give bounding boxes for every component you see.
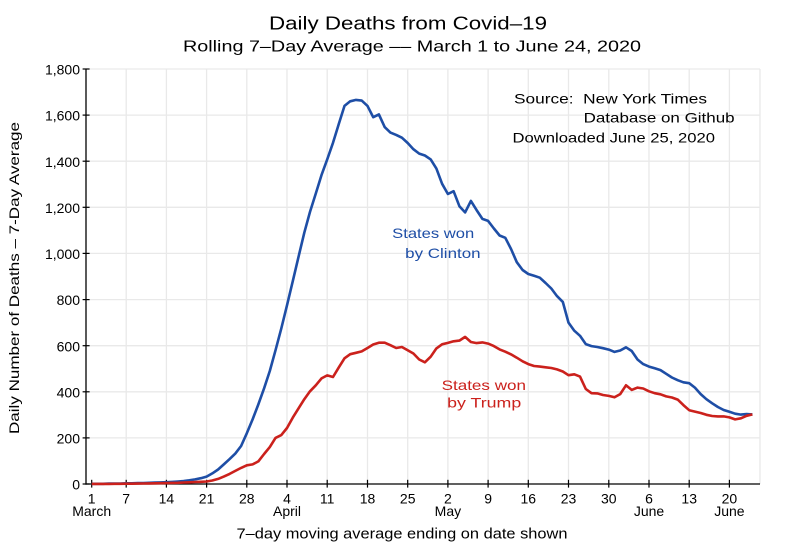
svg-text:June: June [634, 503, 665, 519]
svg-text:1,400: 1,400 [45, 154, 80, 170]
svg-text:1,000: 1,000 [45, 246, 80, 262]
svg-text:25: 25 [400, 491, 416, 507]
svg-text:20: 20 [722, 491, 738, 507]
svg-text:18: 18 [360, 491, 376, 507]
svg-text:23: 23 [561, 491, 577, 507]
svg-text:Daily Number of Deaths – 7-Day: Daily Number of Deaths – 7-Day Average [6, 122, 22, 434]
svg-text:9: 9 [484, 491, 492, 507]
svg-text:16: 16 [521, 491, 537, 507]
svg-text:1,800: 1,800 [45, 62, 80, 78]
svg-text:Daily Deaths from Covid–19: Daily Deaths from Covid–19 [269, 14, 547, 34]
svg-text:0: 0 [72, 477, 80, 493]
svg-text:7: 7 [122, 491, 130, 507]
svg-text:March: March [72, 503, 111, 519]
svg-text:21: 21 [199, 491, 215, 507]
svg-text:1,600: 1,600 [45, 108, 80, 124]
svg-text:200: 200 [57, 431, 81, 447]
svg-text:1,200: 1,200 [45, 200, 80, 216]
svg-text:600: 600 [57, 338, 81, 354]
svg-text:13: 13 [681, 491, 697, 507]
svg-text:28: 28 [239, 491, 255, 507]
svg-text:400: 400 [57, 384, 81, 400]
svg-text:11: 11 [320, 491, 335, 507]
svg-text:by Clinton: by Clinton [405, 245, 480, 261]
svg-text:States won: States won [392, 225, 474, 241]
svg-text:Source: New York Times: Source: New York Times [514, 91, 707, 107]
svg-text:States won: States won [442, 377, 526, 393]
svg-text:800: 800 [57, 292, 81, 308]
svg-text:30: 30 [601, 491, 617, 507]
svg-text:by Trump: by Trump [447, 395, 521, 411]
svg-text:7–day moving average ending on: 7–day moving average ending on date show… [237, 526, 568, 543]
svg-text:Rolling 7–Day Average –– March: Rolling 7–Day Average –– March 1 to June… [183, 39, 641, 56]
svg-text:June: June [714, 503, 745, 519]
svg-text:Database on Github: Database on Github [584, 110, 735, 126]
svg-text:2: 2 [444, 491, 452, 507]
svg-text:May: May [435, 503, 461, 519]
svg-text:4: 4 [283, 491, 291, 507]
svg-text:14: 14 [159, 491, 175, 507]
svg-text:1: 1 [88, 491, 96, 507]
svg-text:6: 6 [645, 491, 653, 507]
svg-text:Downloaded June 25, 2020: Downloaded June 25, 2020 [513, 130, 716, 146]
svg-text:April: April [273, 503, 301, 519]
